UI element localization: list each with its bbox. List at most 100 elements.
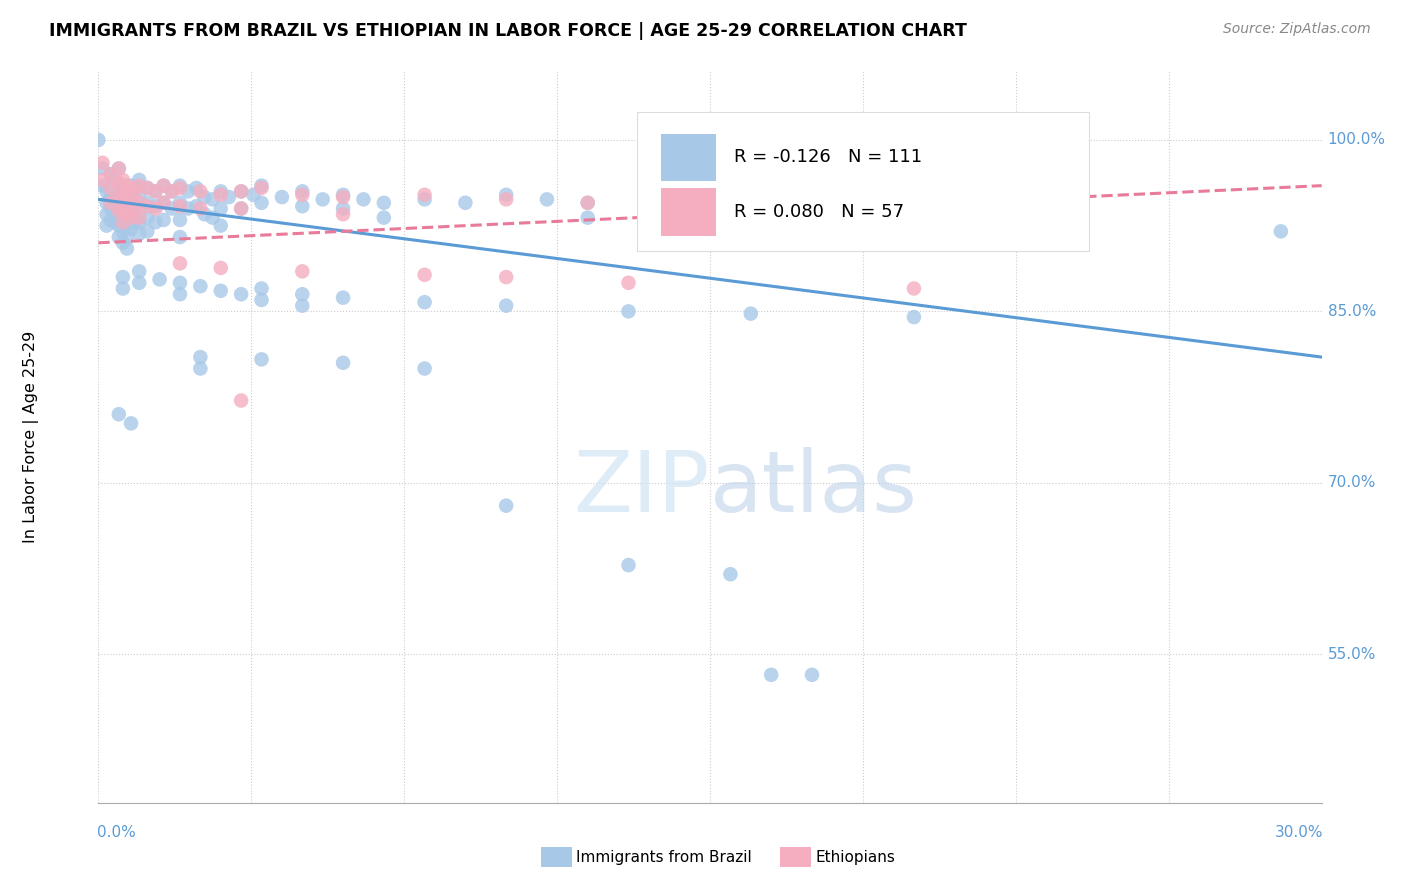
Point — [576, 195, 599, 210]
Point — [413, 295, 436, 310]
Point — [332, 207, 354, 221]
Point — [124, 202, 146, 216]
Point — [188, 350, 212, 364]
Point — [242, 187, 264, 202]
Point — [111, 187, 134, 202]
Point — [111, 202, 134, 216]
Point — [108, 161, 131, 176]
Point — [637, 199, 661, 213]
Point — [413, 187, 436, 202]
Point — [108, 219, 131, 233]
Point — [495, 299, 517, 313]
Point — [160, 185, 183, 199]
Point — [617, 276, 640, 290]
Point — [111, 215, 134, 229]
Point — [108, 161, 131, 176]
Text: 70.0%: 70.0% — [1327, 475, 1376, 491]
Point — [128, 173, 150, 187]
Point — [87, 133, 110, 147]
Point — [186, 181, 208, 195]
Point — [124, 199, 146, 213]
Point — [96, 195, 118, 210]
Point — [104, 215, 127, 229]
Text: In Labor Force | Age 25-29: In Labor Force | Age 25-29 — [22, 331, 39, 543]
Point — [111, 178, 134, 193]
Text: Immigrants from Brazil: Immigrants from Brazil — [576, 850, 752, 864]
Point — [169, 230, 191, 244]
Point — [617, 558, 640, 573]
Point — [291, 287, 314, 301]
Text: 85.0%: 85.0% — [1327, 304, 1376, 318]
Point — [100, 213, 122, 227]
Point — [903, 281, 925, 295]
Point — [169, 195, 191, 210]
Point — [699, 203, 721, 218]
Point — [943, 215, 966, 229]
Point — [120, 195, 142, 210]
Point — [209, 202, 232, 216]
Point — [188, 361, 212, 376]
Point — [128, 215, 150, 229]
Point — [658, 199, 681, 213]
Point — [136, 195, 159, 210]
Point — [115, 195, 138, 210]
Point — [136, 224, 159, 238]
Point — [169, 181, 191, 195]
Point — [91, 161, 114, 176]
Point — [352, 193, 374, 207]
Point — [91, 173, 114, 187]
Point — [152, 178, 174, 193]
Point — [231, 185, 253, 199]
Point — [124, 181, 146, 195]
Point — [250, 181, 273, 195]
Point — [218, 190, 240, 204]
Point — [250, 352, 273, 367]
Point — [209, 187, 232, 202]
Point — [177, 185, 200, 199]
Point — [413, 193, 436, 207]
Point — [291, 264, 314, 278]
Point — [332, 291, 354, 305]
Point — [120, 211, 142, 225]
Point — [115, 207, 138, 221]
Point — [291, 299, 314, 313]
Point — [231, 393, 253, 408]
Point — [740, 307, 762, 321]
Point — [128, 276, 150, 290]
Point — [495, 499, 517, 513]
Point — [145, 215, 167, 229]
Point — [152, 178, 174, 193]
Point — [128, 187, 150, 202]
Point — [136, 199, 159, 213]
Point — [104, 173, 127, 187]
Point — [104, 203, 127, 218]
Point — [495, 270, 517, 285]
Point — [100, 167, 122, 181]
Point — [108, 177, 131, 191]
Point — [862, 211, 884, 225]
Point — [617, 304, 640, 318]
Point — [108, 185, 131, 199]
Point — [111, 173, 134, 187]
Point — [169, 178, 191, 193]
Text: IMMIGRANTS FROM BRAZIL VS ETHIOPIAN IN LABOR FORCE | AGE 25-29 CORRELATION CHART: IMMIGRANTS FROM BRAZIL VS ETHIOPIAN IN L… — [49, 22, 967, 40]
Point — [373, 211, 395, 225]
Point — [291, 185, 314, 199]
Point — [145, 185, 167, 199]
Point — [903, 310, 925, 324]
Point — [120, 207, 142, 221]
Point — [169, 287, 191, 301]
Point — [145, 185, 167, 199]
Point — [108, 230, 131, 244]
Point — [373, 195, 395, 210]
Point — [312, 193, 335, 207]
Point — [250, 178, 273, 193]
Text: Source: ZipAtlas.com: Source: ZipAtlas.com — [1223, 22, 1371, 37]
Point — [188, 202, 212, 216]
Point — [152, 213, 174, 227]
Text: R = -0.126   N = 111: R = -0.126 N = 111 — [734, 148, 922, 166]
Text: 100.0%: 100.0% — [1327, 132, 1386, 147]
Point — [250, 293, 273, 307]
Point — [128, 264, 150, 278]
Point — [193, 190, 215, 204]
